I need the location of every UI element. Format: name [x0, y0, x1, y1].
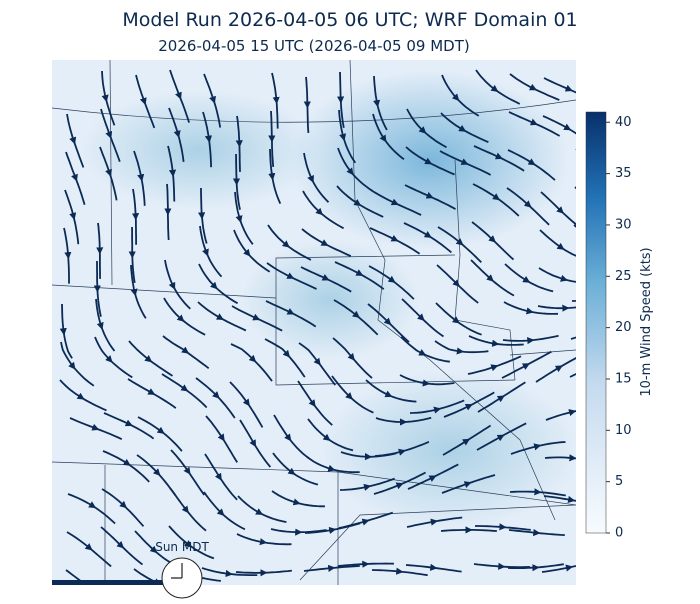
tick-label: 10 [615, 423, 632, 438]
progress-bar [52, 580, 165, 585]
streamline [167, 184, 168, 212]
tick-label: 40 [615, 115, 632, 130]
streamline [366, 564, 394, 565]
colorbar-label: 10-m Wind Speed (kts) [639, 247, 654, 396]
tick-label: 30 [615, 217, 632, 232]
streamline [239, 144, 240, 172]
colorbar-ticks: 0 5 10 15 20 25 30 35 40 [606, 115, 632, 541]
tick-label: 5 [615, 474, 623, 489]
tick-label: 35 [615, 166, 632, 181]
subtitle: 2026-04-05 15 UTC (2026-04-05 09 MDT) [158, 37, 469, 55]
streamline [503, 340, 531, 341]
streamline [307, 105, 308, 133]
streamline [545, 457, 573, 458]
streamline [89, 587, 113, 600]
streamline [576, 560, 603, 567]
streamline [168, 212, 169, 240]
streamline [502, 567, 530, 568]
streamline [340, 72, 341, 100]
tick-label: 15 [615, 371, 632, 386]
streamline [271, 111, 272, 139]
tick-label: 0 [615, 526, 623, 541]
clock-label: Sun MDT [155, 540, 209, 554]
colorbar [586, 112, 606, 533]
streamline [605, 497, 633, 502]
map-area [52, 60, 635, 600]
title: Model Run 2026-04-05 06 UTC; WRF Domain … [122, 9, 577, 31]
streamline [236, 572, 264, 573]
streamline [496, 344, 524, 345]
streamline [236, 154, 237, 182]
streamline [608, 414, 635, 420]
streamline [508, 568, 536, 569]
tick-label: 25 [615, 269, 632, 284]
streamline [461, 351, 489, 352]
streamline [510, 492, 538, 493]
streamline [603, 553, 630, 560]
wind-field [240, 240, 420, 360]
tick-label: 20 [615, 320, 632, 335]
streamline [68, 256, 69, 284]
streamline [201, 188, 202, 216]
